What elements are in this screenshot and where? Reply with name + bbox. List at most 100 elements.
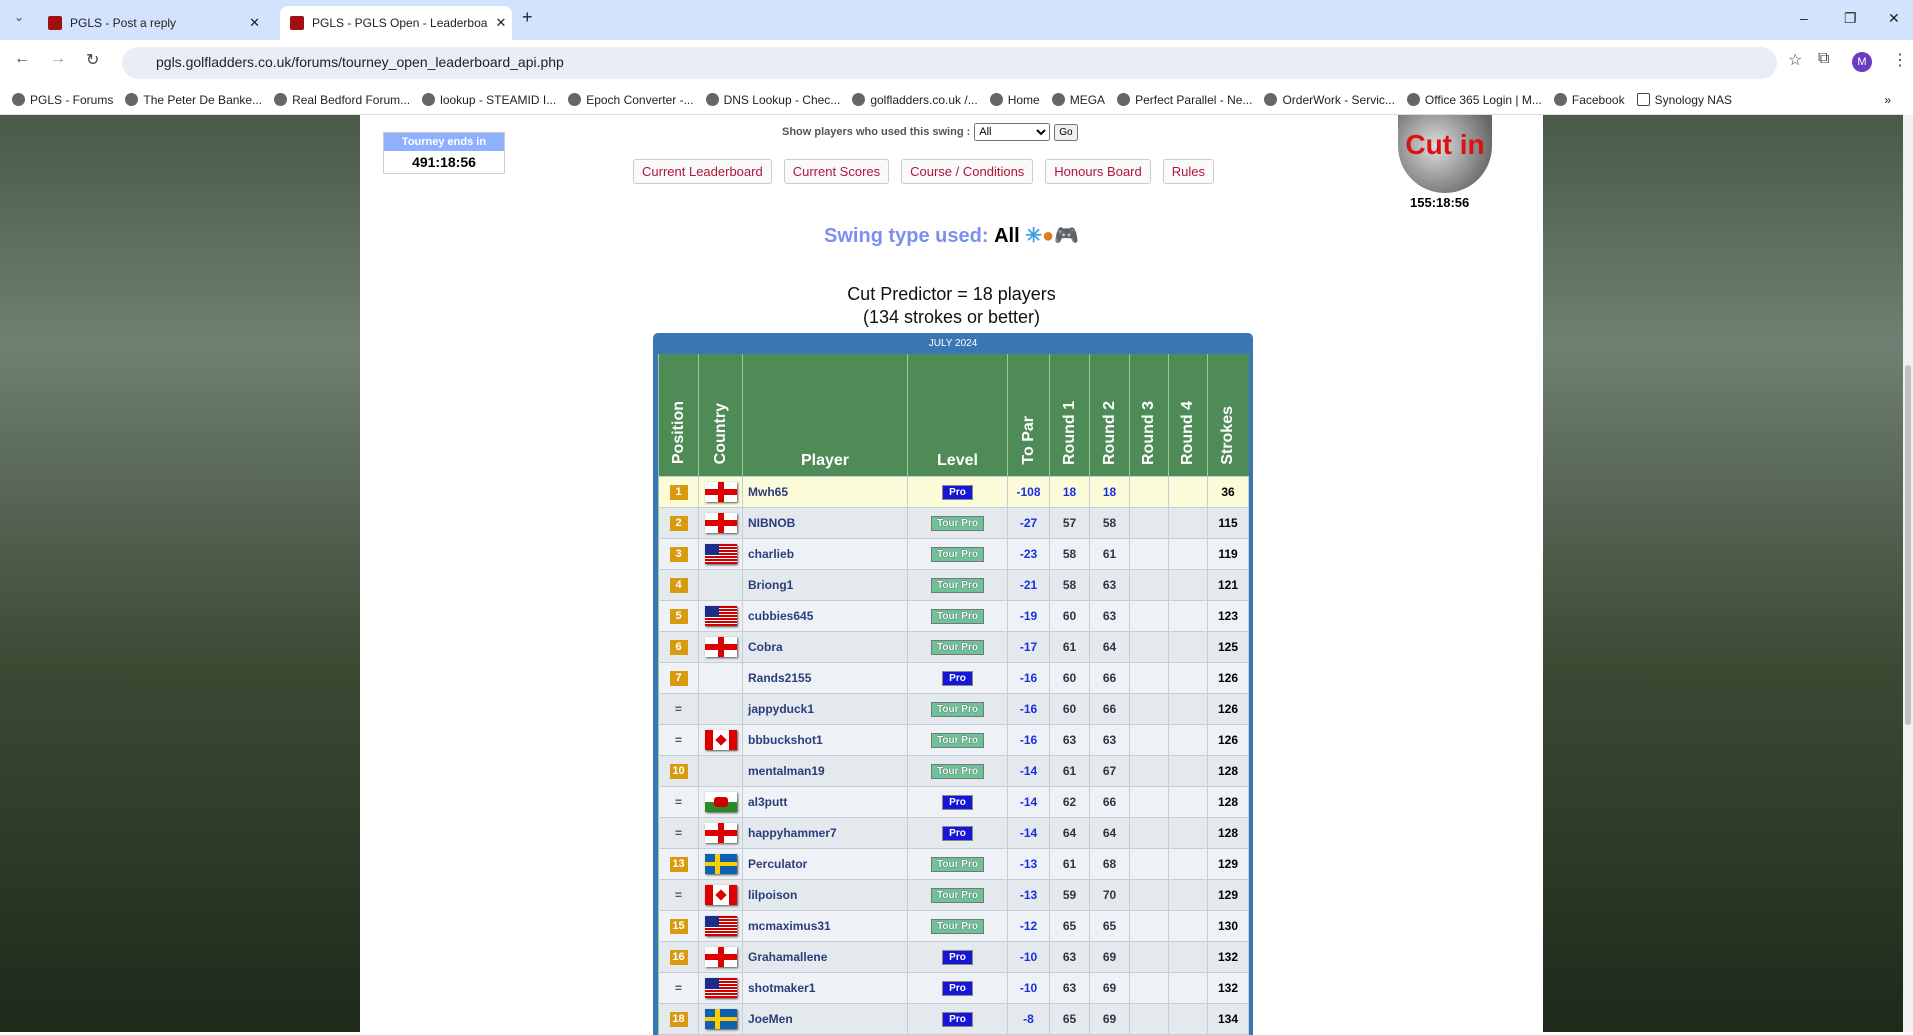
bookmark-icon	[1264, 92, 1278, 106]
honours-board-button[interactable]: Honours Board	[1045, 159, 1151, 184]
go-button[interactable]: Go	[1054, 123, 1078, 141]
round2: 66	[1089, 692, 1130, 725]
bookmark[interactable]: Synology NAS	[1636, 92, 1732, 107]
player-name[interactable]: Cobra	[748, 639, 783, 654]
to-par: -8	[1007, 1002, 1050, 1035]
player-cell[interactable]: JoeMen	[742, 1002, 908, 1035]
bookmark[interactable]: Office 365 Login | M...	[1406, 92, 1542, 107]
column-header: Position	[658, 354, 699, 476]
bookmark[interactable]: MEGA	[1051, 92, 1105, 107]
bookmark[interactable]: Epoch Converter -...	[568, 92, 694, 107]
level-cell: Pro	[907, 661, 1008, 694]
position: 16	[669, 949, 688, 965]
player-cell[interactable]: cubbies645	[742, 599, 908, 632]
player-cell[interactable]: charlieb	[742, 537, 908, 570]
column-header: Round 3	[1129, 354, 1169, 476]
player-name[interactable]: happyhammer7	[748, 825, 837, 840]
bookmark[interactable]: The Peter De Banke...	[125, 92, 262, 107]
bookmark[interactable]: DNS Lookup - Chec...	[705, 92, 840, 107]
bookmark[interactable]: PGLS - Forums	[12, 92, 113, 107]
player-name[interactable]: Mwh65	[748, 484, 789, 499]
to-par: -12	[1007, 909, 1050, 942]
player-name[interactable]: lilpoison	[748, 887, 798, 902]
position-cell: 7	[658, 661, 699, 694]
column-label: Round 2	[1100, 400, 1118, 465]
player-name[interactable]: jappyduck1	[748, 701, 815, 716]
player-name[interactable]: bbbuckshot1	[748, 732, 823, 747]
bookmark-icon	[125, 92, 139, 106]
flag-usa-icon	[704, 543, 737, 564]
scrollbar[interactable]	[1903, 115, 1913, 1032]
round3	[1129, 506, 1169, 539]
player-cell[interactable]: shotmaker1	[742, 971, 908, 1004]
round2: 69	[1089, 940, 1130, 973]
minimize-button[interactable]: –	[1800, 10, 1808, 26]
bookmark[interactable]: Real Bedford Forum...	[274, 92, 410, 107]
extensions-icon[interactable]: ⧉	[1818, 50, 1830, 67]
round1: 60	[1049, 692, 1090, 725]
player-cell[interactable]: Rands2155	[742, 661, 908, 694]
player-name[interactable]: Briong1	[748, 577, 794, 592]
player-cell[interactable]: NIBNOB	[742, 506, 908, 539]
bookmark-star-icon[interactable]: ☆	[1788, 52, 1803, 69]
round1: 57	[1049, 506, 1090, 539]
player-name[interactable]: JoeMen	[748, 1011, 793, 1026]
tab-leaderboard[interactable]: PGLS - PGLS Open - Leaderboa ✕	[280, 6, 512, 40]
player-name[interactable]: al3putt	[748, 794, 788, 809]
player-name[interactable]: Grahamallene	[748, 949, 828, 964]
player-cell[interactable]: bbbuckshot1	[742, 723, 908, 756]
player-cell[interactable]: lilpoison	[742, 878, 908, 911]
player-name[interactable]: mentalman19	[748, 763, 825, 778]
player-cell[interactable]: Perculator	[742, 847, 908, 880]
round3	[1129, 692, 1169, 725]
reload-icon[interactable]: ↻	[86, 52, 100, 69]
menu-icon[interactable]: ⋮	[1892, 52, 1908, 69]
round2: 65	[1089, 909, 1130, 942]
course-conditions-button[interactable]: Course / Conditions	[901, 159, 1034, 184]
player-cell[interactable]: Grahamallene	[742, 940, 908, 973]
player-cell[interactable]: mcmaximus31	[742, 909, 908, 942]
bookmark[interactable]: golfladders.co.uk /...	[852, 92, 978, 107]
close-tab-icon[interactable]: ✕	[495, 15, 507, 30]
player-cell[interactable]: Cobra	[742, 630, 908, 663]
bookmark[interactable]: lookup - STEAMID I...	[422, 92, 556, 107]
profile-avatar[interactable]: M	[1852, 52, 1872, 72]
address-bar[interactable]: pgls.golfladders.co.uk/forums/tourney_op…	[122, 47, 1777, 79]
new-tab-button[interactable]: +	[522, 7, 533, 27]
player-cell[interactable]: al3putt	[742, 785, 908, 818]
player-cell[interactable]: Mwh65	[742, 475, 908, 508]
tab-post-reply[interactable]: PGLS - Post a reply ✕	[38, 6, 270, 40]
position-cell: 6	[658, 630, 699, 663]
level-badge: Tour Pro	[931, 515, 984, 531]
player-name[interactable]: cubbies645	[748, 608, 814, 623]
restore-button[interactable]: ❐	[1844, 10, 1857, 26]
forward-icon[interactable]: →	[50, 50, 66, 67]
rules-button[interactable]: Rules	[1162, 159, 1214, 184]
player-cell[interactable]: Briong1	[742, 568, 908, 601]
current-leaderboard-button[interactable]: Current Leaderboard	[633, 159, 772, 184]
bookmark[interactable]: Facebook	[1553, 92, 1625, 107]
bookmark[interactable]: Perfect Parallel - Ne...	[1117, 92, 1252, 107]
back-icon[interactable]: ←	[14, 50, 30, 67]
player-cell[interactable]: mentalman19	[742, 754, 908, 787]
player-name[interactable]: NIBNOB	[748, 515, 796, 530]
player-name[interactable]: charlieb	[748, 546, 795, 561]
player-name[interactable]: Rands2155	[748, 670, 812, 685]
strokes: 126	[1207, 692, 1249, 725]
tab-search-button[interactable]: ⌄	[14, 10, 25, 24]
close-tab-icon[interactable]: ✕	[249, 15, 260, 30]
bookmark[interactable]: OrderWork - Servic...	[1264, 92, 1395, 107]
player-name[interactable]: shotmaker1	[748, 980, 816, 995]
close-window-button[interactable]: ✕	[1888, 10, 1900, 26]
player-cell[interactable]: happyhammer7	[742, 816, 908, 849]
more-bookmarks-icon[interactable]: »	[1884, 92, 1891, 107]
swing-select[interactable]: All	[974, 123, 1051, 141]
player-name[interactable]: Perculator	[748, 856, 808, 871]
player-name[interactable]: mcmaximus31	[748, 918, 831, 933]
current-scores-button[interactable]: Current Scores	[783, 159, 890, 184]
level-badge: Pro	[942, 1011, 973, 1027]
bookmark[interactable]: Home	[989, 92, 1040, 107]
player-cell[interactable]: jappyduck1	[742, 692, 908, 725]
strokes: 126	[1207, 723, 1249, 756]
strokes: 119	[1207, 537, 1249, 570]
